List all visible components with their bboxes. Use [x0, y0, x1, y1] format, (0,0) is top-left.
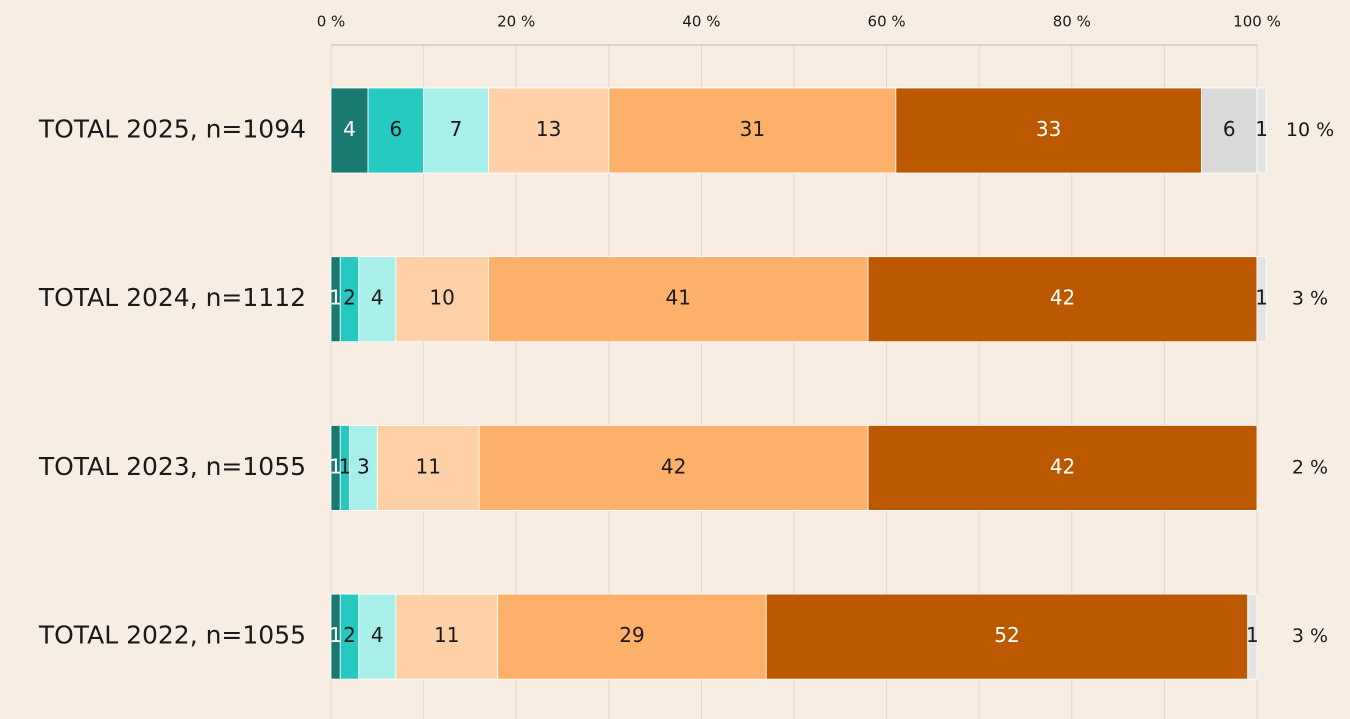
category-label: TOTAL 2022, n=1055 — [38, 621, 306, 650]
bar-segment — [478, 424, 869, 511]
bar-segment — [1256, 256, 1267, 343]
data-label: 6 — [1223, 117, 1236, 141]
data-label: 2 — [343, 623, 356, 647]
data-label: 7 — [450, 117, 463, 141]
data-label: 29 — [619, 623, 644, 647]
annotation: 10 % — [1286, 119, 1334, 141]
bar-segment — [765, 593, 1249, 680]
annotation: 3 % — [1292, 288, 1328, 310]
data-label: 1 — [339, 454, 352, 478]
data-label: 33 — [1036, 117, 1061, 141]
bar-segment — [867, 256, 1258, 343]
category-label: TOTAL 2024, n=1112 — [38, 283, 306, 312]
data-label: 42 — [1050, 286, 1075, 310]
data-label: 6 — [389, 117, 402, 141]
bar-segment — [349, 424, 378, 511]
data-label: 42 — [1050, 454, 1075, 478]
bar-segment — [608, 87, 897, 174]
annotation: 3 % — [1292, 625, 1328, 647]
data-label: 13 — [536, 117, 561, 141]
x-tick-label: 60 % — [868, 13, 906, 31]
bar-segment — [867, 424, 1258, 511]
data-label: 10 — [429, 286, 454, 310]
data-label: 3 — [357, 454, 370, 478]
data-label: 1 — [329, 623, 342, 647]
bar-segment — [1256, 87, 1267, 174]
bar-segment — [1201, 87, 1258, 174]
annotation: 2 % — [1292, 456, 1328, 478]
data-label: 4 — [371, 286, 384, 310]
bar-segment — [395, 256, 489, 343]
x-tick-label: 40 % — [682, 13, 720, 31]
category-label: TOTAL 2023, n=1055 — [38, 452, 306, 481]
data-label: 1 — [1246, 623, 1259, 647]
bar-segment — [488, 87, 610, 174]
data-label: 1 — [329, 454, 342, 478]
data-label: 1 — [1255, 117, 1268, 141]
x-tick-label: 80 % — [1053, 13, 1091, 31]
x-tick-label: 100 % — [1233, 13, 1281, 31]
x-tick-label: 0 % — [317, 13, 346, 31]
bar-segment — [488, 256, 869, 343]
data-label: 4 — [343, 117, 356, 141]
data-label: 42 — [661, 454, 686, 478]
data-label: 2 — [343, 286, 356, 310]
data-label: 41 — [666, 286, 691, 310]
bar-segment — [330, 87, 369, 174]
x-tick-label: 20 % — [497, 13, 535, 31]
data-label: 1 — [1255, 286, 1268, 310]
data-label: 1 — [329, 286, 342, 310]
data-label: 31 — [740, 117, 765, 141]
bar-segment — [367, 87, 425, 174]
bar-segment — [423, 87, 489, 174]
bar-segment — [895, 87, 1202, 174]
bar-segment — [1247, 593, 1258, 680]
data-label: 11 — [434, 623, 459, 647]
bar-segment — [376, 424, 480, 511]
data-label: 11 — [416, 454, 441, 478]
bar-segment — [358, 256, 397, 343]
bar-segment — [497, 593, 767, 680]
category-label: TOTAL 2025, n=1094 — [38, 115, 306, 144]
data-label: 4 — [371, 623, 384, 647]
bar-segment — [395, 593, 499, 680]
data-label: 52 — [994, 623, 1019, 647]
